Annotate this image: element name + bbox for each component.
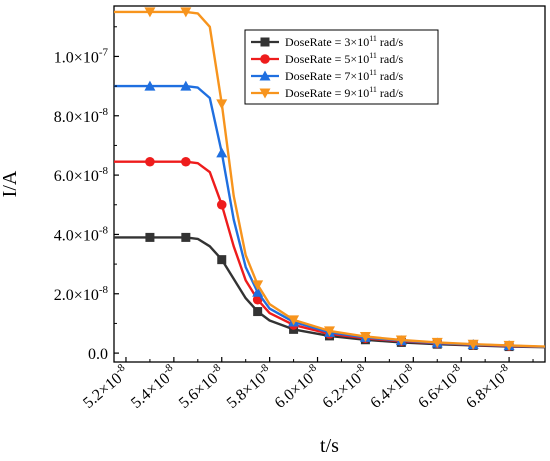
data-point [216, 99, 228, 110]
legend-marker [260, 37, 270, 47]
x-tick-label: 5.4×10-8 [126, 361, 181, 411]
legend-label-suffix: rad/s [377, 69, 404, 83]
x-tick-label: 5.8×10-8 [222, 361, 277, 411]
data-point [253, 307, 263, 317]
data-point [324, 326, 335, 337]
legend-item: DoseRate = 7×1011 rad/s [251, 68, 404, 83]
legend-label-exponent: 11 [369, 51, 377, 60]
legend-label: DoseRate = 3×1011 rad/s [285, 34, 404, 49]
tick-mantissa: 0.0 [88, 346, 108, 363]
tick-exponent: -7 [99, 46, 109, 58]
series-line [114, 160, 546, 349]
data-point [181, 232, 191, 242]
tick-exponent: -8 [99, 224, 109, 236]
tick-exponent: -8 [99, 106, 109, 118]
x-tick-label: 6.8×10-8 [461, 361, 516, 411]
series-group [114, 7, 546, 352]
x-tick-label: 6.0×10-8 [270, 361, 325, 411]
y-tick-label: 1.0×10-7 [54, 46, 109, 66]
legend-label-prefix: DoseRate = 3×10 [285, 35, 369, 49]
data-point [359, 331, 371, 342]
data-point [180, 7, 192, 18]
data-point [503, 340, 515, 351]
x-tick-label: 5.6×10-8 [174, 361, 229, 411]
legend-item: DoseRate = 9×1011 rad/s [251, 85, 404, 100]
tick-mantissa: 6.0×10 [54, 168, 99, 185]
data-point [216, 147, 228, 158]
tick-exponent: -8 [99, 165, 109, 177]
data-point [144, 80, 156, 91]
data-point [288, 315, 300, 326]
x-tick-label: 6.6×10-8 [413, 361, 468, 411]
x-tick-label: 5.2×10-8 [78, 361, 133, 411]
data-point [144, 7, 156, 18]
legend-label-prefix: DoseRate = 7×10 [285, 69, 369, 83]
legend-label-suffix: rad/s [377, 86, 404, 100]
tick-exponent: -8 [99, 284, 109, 296]
tick-mantissa: 2.0×10 [54, 287, 99, 304]
y-axis-title: I/A [0, 170, 21, 197]
series-4 [114, 7, 546, 351]
data-point [145, 232, 155, 242]
y-tick-label: 8.0×10-8 [54, 106, 109, 126]
legend-label-prefix: DoseRate = 5×10 [285, 52, 369, 66]
series-2 [114, 156, 546, 351]
legend-label-suffix: rad/s [377, 35, 404, 49]
series-line [114, 10, 546, 348]
legend-label: DoseRate = 5×1011 rad/s [285, 51, 404, 66]
legend-label-suffix: rad/s [377, 52, 404, 66]
data-point [252, 280, 264, 291]
data-point [431, 337, 443, 348]
data-point [217, 255, 227, 265]
legend-item: DoseRate = 5×1011 rad/s [251, 51, 404, 66]
y-tick-label: 0.0 [88, 346, 108, 363]
legend-item: DoseRate = 3×1011 rad/s [251, 34, 404, 49]
data-point [216, 199, 227, 210]
x-tick-label: 6.2×10-8 [318, 361, 373, 411]
plot-frame [113, 5, 546, 363]
series-3 [114, 80, 546, 351]
data-point [252, 286, 264, 297]
data-point [181, 156, 191, 167]
series-line [114, 84, 546, 349]
data-point [180, 80, 192, 91]
legend-label-prefix: DoseRate = 9×10 [285, 86, 369, 100]
data-point [467, 339, 479, 350]
legend-label: DoseRate = 7×1011 rad/s [285, 68, 404, 83]
data-point [145, 156, 155, 167]
legend-marker [259, 88, 271, 99]
y-tick-label: 6.0×10-8 [54, 165, 109, 185]
y-tick-label: 2.0×10-8 [54, 284, 109, 304]
tick-mantissa: 4.0×10 [54, 227, 99, 244]
legend-label-exponent: 11 [369, 85, 377, 94]
x-axis-title: t/s [320, 435, 339, 457]
tick-mantissa: 8.0×10 [54, 109, 99, 126]
legend-marker [260, 54, 270, 64]
y-tick-label: 4.0×10-8 [54, 224, 109, 244]
legend-label: DoseRate = 9×1011 rad/s [285, 85, 404, 100]
legend-label-exponent: 11 [369, 68, 377, 77]
legend-label-exponent: 11 [369, 34, 377, 43]
x-tick-label: 6.4×10-8 [365, 361, 420, 411]
tick-mantissa: 1.0×10 [54, 49, 99, 66]
legend-marker [259, 70, 271, 81]
data-point [395, 335, 407, 346]
plot-area-border [113, 5, 546, 363]
